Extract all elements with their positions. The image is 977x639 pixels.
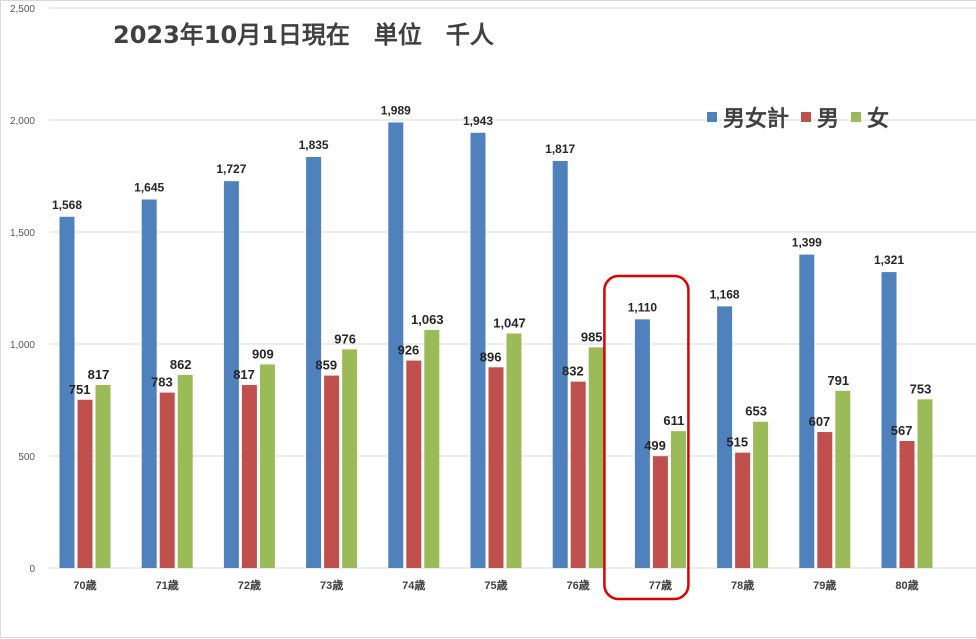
data-label: 791 <box>827 373 849 388</box>
bar <box>570 381 586 568</box>
bar <box>552 160 568 568</box>
data-label: 862 <box>170 357 192 372</box>
bar <box>753 421 769 568</box>
data-label: 753 <box>910 381 932 396</box>
legend-item: 男 <box>801 101 839 133</box>
legend-swatch <box>707 112 717 122</box>
bar <box>77 399 93 568</box>
data-label: 832 <box>562 364 584 379</box>
bar <box>652 456 668 568</box>
x-tick-label: 80歳 <box>895 578 918 592</box>
bar <box>59 216 75 568</box>
highlight-box <box>603 274 690 601</box>
data-label: 985 <box>581 329 603 344</box>
bar <box>241 384 257 568</box>
x-tick-label: 77歳 <box>649 578 672 592</box>
x-tick-label: 75歳 <box>484 578 507 592</box>
bar <box>717 306 733 568</box>
bar <box>799 254 815 568</box>
bar <box>342 349 358 568</box>
legend-label: 男女計 <box>723 107 790 132</box>
legend-label: 男 <box>817 107 840 132</box>
data-label: 909 <box>252 346 274 361</box>
data-label: 926 <box>398 343 420 358</box>
data-label: 607 <box>809 414 831 429</box>
data-label: 976 <box>334 331 356 346</box>
x-tick-label: 78歳 <box>731 578 754 592</box>
data-label: 859 <box>315 358 337 373</box>
bar <box>899 440 915 568</box>
y-tick-label: 1,000 <box>10 340 35 351</box>
bar <box>324 375 340 568</box>
x-tick-label: 70歳 <box>73 578 96 592</box>
bar <box>917 399 933 568</box>
bar <box>406 360 422 568</box>
y-tick-label: 500 <box>18 452 35 463</box>
data-label: 817 <box>88 367 110 382</box>
x-tick-label: 72歳 <box>238 578 261 592</box>
bar <box>506 333 522 568</box>
data-label: 896 <box>480 349 502 364</box>
legend: 男女計 男 女 <box>707 101 901 133</box>
data-label: 1,817 <box>545 142 575 156</box>
legend-swatch <box>851 112 862 122</box>
data-label: 1,835 <box>299 138 329 152</box>
data-label: 653 <box>745 404 767 419</box>
bar <box>424 329 440 568</box>
data-label: 1,989 <box>381 103 411 117</box>
legend-label: 女 <box>867 107 890 132</box>
bar <box>259 364 275 568</box>
data-label: 1,568 <box>52 198 82 212</box>
data-label: 1,645 <box>134 181 164 195</box>
data-label: 783 <box>151 375 173 390</box>
bar <box>588 347 604 568</box>
data-label: 817 <box>233 367 255 382</box>
data-label: 499 <box>644 438 666 453</box>
data-label: 1,943 <box>463 114 493 128</box>
bar <box>177 374 193 568</box>
bar <box>159 392 175 568</box>
data-label: 1,047 <box>493 315 526 330</box>
bar <box>634 319 650 568</box>
data-label: 751 <box>69 382 91 397</box>
bar <box>306 156 322 568</box>
data-label: 515 <box>726 435 748 450</box>
y-tick-label: 0 <box>29 564 35 575</box>
x-tick-label: 76歳 <box>567 578 590 592</box>
chart-title: 2023年10月1日現在 単位 千人 <box>113 21 494 49</box>
y-tick-label: 2,000 <box>10 116 35 127</box>
data-label: 1,727 <box>216 162 246 176</box>
bar <box>835 390 851 568</box>
data-label: 1,399 <box>792 236 822 250</box>
data-label: 1,110 <box>628 300 658 314</box>
x-tick-label: 73歳 <box>320 578 343 592</box>
x-tick-label: 74歳 <box>402 578 425 592</box>
bar <box>817 432 833 568</box>
legend-swatch <box>801 112 812 122</box>
x-tick-label: 79歳 <box>813 578 836 592</box>
data-label: 1,063 <box>411 312 444 327</box>
data-label: 1,168 <box>710 287 740 301</box>
bar <box>470 132 486 568</box>
y-tick-label: 1,500 <box>10 228 35 239</box>
data-label: 1,321 <box>874 253 904 267</box>
legend-item: 女 <box>851 101 889 133</box>
bar <box>95 384 111 568</box>
x-tick-label: 71歳 <box>156 578 179 592</box>
bar <box>735 452 751 568</box>
legend-item: 男女計 <box>707 101 789 133</box>
data-label: 611 <box>663 413 684 428</box>
bar <box>881 272 897 568</box>
bar <box>388 122 404 569</box>
bar <box>488 367 504 568</box>
bar <box>670 431 686 568</box>
bar <box>223 181 239 569</box>
data-label: 567 <box>891 423 913 438</box>
bar <box>141 199 157 568</box>
y-tick-label: 2,500 <box>10 4 35 15</box>
